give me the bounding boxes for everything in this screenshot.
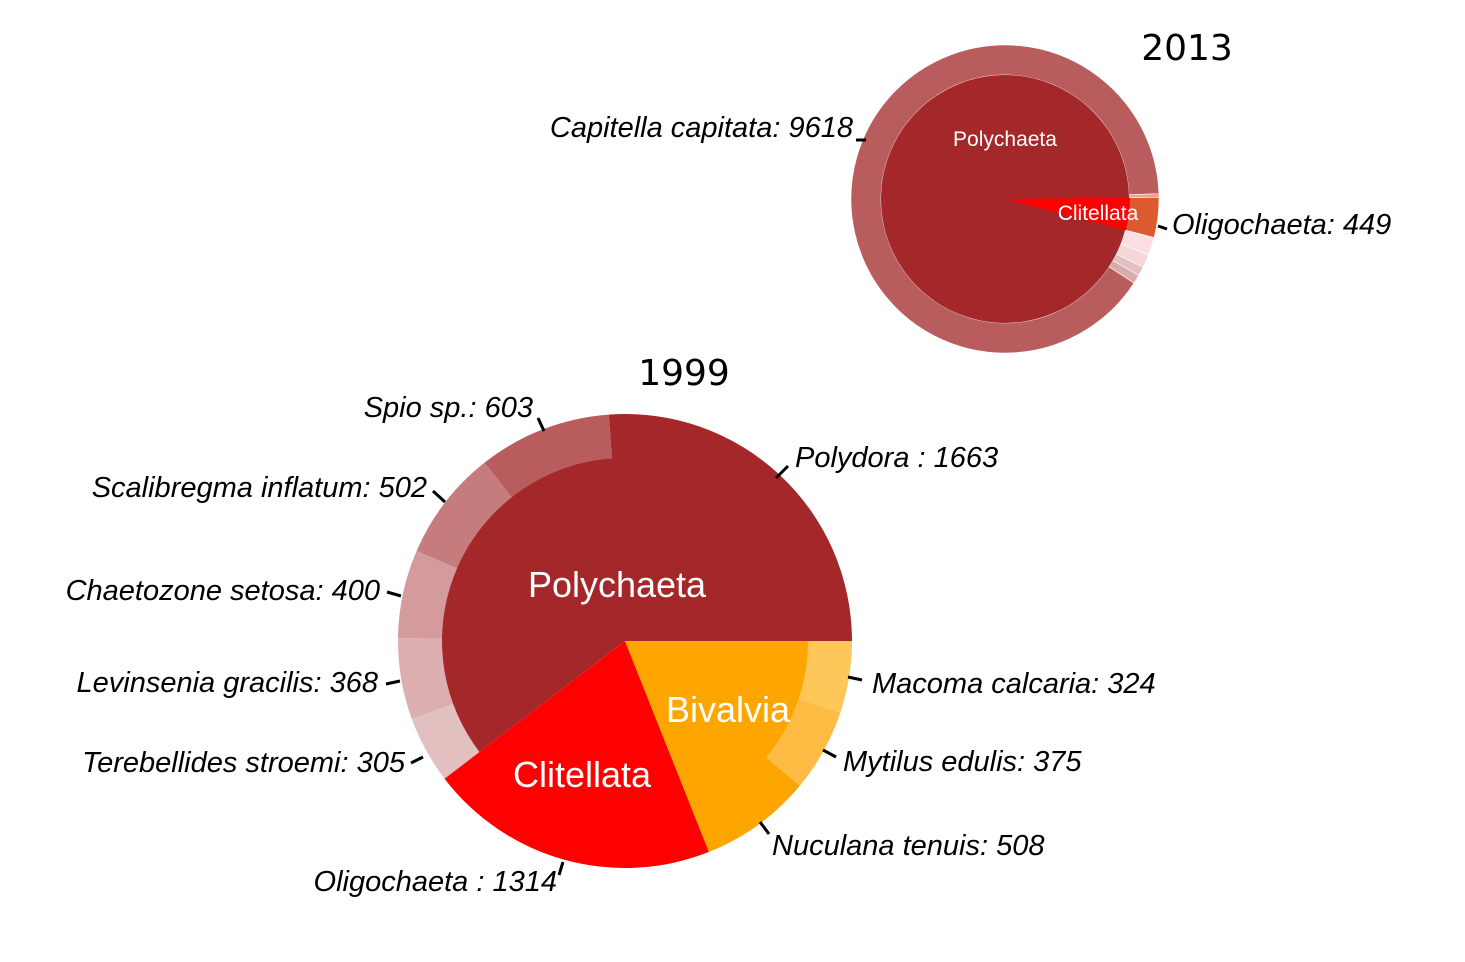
leader-line-levinsenia-gracilis [385,679,401,686]
leader-line-polydora [774,464,790,480]
species-label-nuculana-tenuis: Nuculana tenuis: 508 [772,830,1044,862]
species-label-capitella-capitata: Capitella capitata: 9618 [550,112,853,144]
outer-slice-polydora [608,413,852,641]
chart-title-1999: 1999 [638,353,730,394]
outer-slice-spio-sp [484,414,612,499]
inner-slice-bivalvia [625,641,808,812]
leader-line-chaetozone-setosa [386,590,402,598]
outer-slice-scalibregma-inflatum [416,462,513,569]
chart-1999: Polychaeta Clitellata Bivalvia 1999 Polydora… [66,353,1156,898]
leader-line-mytilus-edulis [822,748,837,759]
inner-slice-clitellata [1005,197,1130,231]
outer-slice-levinsenia-gracilis [398,638,455,719]
group-label-bivalvia: Bivalvia [666,689,791,730]
leader-line-spio-sp [536,417,546,432]
leader-line-terebellides-stroemi [410,755,424,765]
outer-slice-oligochaeta [444,751,709,869]
group-label-polychaeta: Polychaeta [528,564,707,605]
chart-2013: Polychaeta Clitellata 2013 Capitella capita… [550,28,1391,354]
group-label-clitellata: Clitellata [1058,202,1139,225]
inner-slice-clitellata [479,641,693,824]
species-label-oligochaeta: Oligochaeta : 1314 [314,866,557,898]
inner-slice-polychaeta [441,457,808,753]
leader-line-nuculana-tenuis [758,821,771,835]
species-label-scalibregma-inflatum: Scalibregma inflatum: 502 [92,472,427,504]
species-label-polydora: Polydora : 1663 [795,442,998,474]
leader-line-oligochaeta [1157,224,1168,231]
species-label-macoma-calcaria: Macoma calcaria: 324 [872,668,1156,700]
outer-slice-chaetozone-setosa [398,550,458,639]
outer-slice-terebellides-stroemi [411,703,481,779]
group-label-polychaeta: Polychaeta [953,128,1057,151]
species-label-mytilus-edulis: Mytilus edulis: 375 [843,746,1082,778]
species-label-spio-sp: Spio sp.: 603 [364,392,533,424]
leader-line-oligochaeta [557,861,565,876]
species-label-chaetozone-setosa: Chaetozone setosa: 400 [66,575,380,607]
chart-title-2013: 2013 [1141,28,1233,69]
outer-slice-mytilus-edulis [765,698,841,786]
outer-slice-nuculana-tenuis [692,756,801,852]
leader-line-macoma-calcaria [847,675,863,682]
leader-line-scalibregma-inflatum [431,489,447,504]
species-label-levinsenia-gracilis: Levinsenia gracilis: 368 [77,667,378,699]
species-label-oligochaeta: Oligochaeta: 449 [1172,209,1391,241]
outer-slice-macoma-calcaria [797,641,852,713]
group-label-clitellata: Clitellata [513,754,652,795]
species-label-terebellides-stroemi: Terebellides stroemi: 305 [82,747,406,779]
